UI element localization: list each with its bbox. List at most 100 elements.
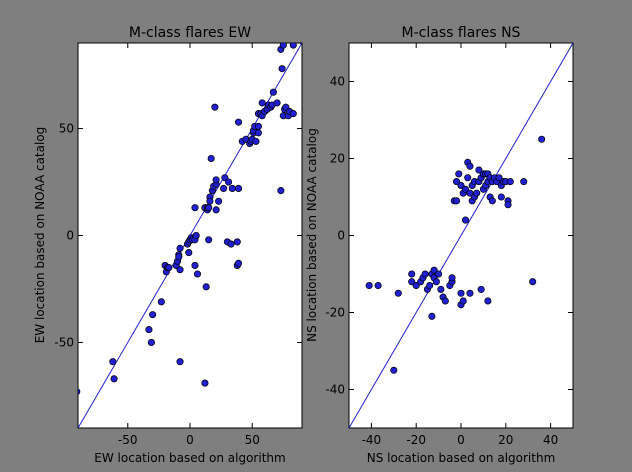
ns-y-tick-label: 40 bbox=[330, 75, 345, 89]
ew-data-point bbox=[278, 65, 286, 73]
ns-data-point bbox=[421, 270, 429, 278]
ew-data-point bbox=[205, 236, 213, 244]
ew-x-axis-label: EW location based on algorithm bbox=[94, 451, 285, 465]
ew-x-tick-label: 0 bbox=[186, 433, 194, 447]
ns-x-axis-label: NS location based on algorithm bbox=[367, 451, 556, 465]
ns-data-point bbox=[529, 278, 537, 286]
ew-data-point bbox=[227, 240, 235, 248]
ns-data-point bbox=[408, 278, 416, 286]
ns-data-point bbox=[459, 297, 467, 305]
ns-x-tick-label: 40 bbox=[543, 433, 558, 447]
ns-chart-title: M-class flares NS bbox=[402, 25, 521, 41]
ns-data-point bbox=[464, 174, 472, 182]
ns-data-point bbox=[452, 178, 461, 186]
ns-data-point bbox=[408, 270, 416, 278]
ns-data-point bbox=[435, 270, 443, 278]
ew-data-point bbox=[289, 43, 297, 49]
ns-y-tick-label: -40 bbox=[325, 383, 345, 397]
ns-x-tick-label: -40 bbox=[362, 433, 382, 447]
ew-data-point bbox=[202, 283, 210, 291]
ns-x-tick-label: 20 bbox=[498, 433, 513, 447]
ns-data-point bbox=[538, 135, 546, 143]
ew-data-point bbox=[201, 379, 209, 387]
ns-data-point bbox=[430, 266, 438, 274]
ew-data-point bbox=[234, 118, 243, 126]
ew-data-point bbox=[147, 338, 155, 346]
ns-data-point bbox=[461, 185, 470, 193]
ns-y-tick-label: 0 bbox=[337, 229, 345, 243]
ew-data-point bbox=[185, 249, 193, 257]
ew-data-point bbox=[215, 197, 223, 205]
ns-data-point bbox=[466, 162, 474, 170]
ew-chart-title: M-class flares EW bbox=[129, 25, 251, 41]
ns-data-point bbox=[506, 178, 514, 186]
ns-data-point bbox=[448, 274, 456, 282]
ew-data-point bbox=[212, 206, 220, 214]
ew-data-point bbox=[279, 43, 287, 49]
ew-data-point bbox=[109, 358, 117, 366]
ew-y-tick-label: 50 bbox=[59, 122, 74, 136]
ew-data-point bbox=[78, 388, 81, 395]
ew-x-tick-label: -50 bbox=[118, 433, 138, 447]
ew-data-point bbox=[252, 137, 260, 145]
ns-data-point bbox=[497, 193, 505, 201]
ns-data-point bbox=[452, 197, 461, 205]
ew-data-point bbox=[273, 99, 281, 107]
ew-y-tick-label: 0 bbox=[66, 229, 74, 243]
ew-data-point bbox=[258, 99, 266, 107]
ns-x-tick-label: -20 bbox=[406, 433, 426, 447]
ns-y-tick-label: -20 bbox=[325, 306, 345, 320]
ns-data-point bbox=[457, 181, 465, 190]
ew-data-point bbox=[176, 244, 184, 252]
ew-data-point bbox=[175, 253, 183, 261]
ew-data-point bbox=[110, 375, 118, 383]
ns-data-point bbox=[374, 281, 382, 290]
ew-scatter-panel: -50 0 50 -50 0 50 M-class flares EW EW locati… bbox=[33, 25, 303, 465]
ns-data-point bbox=[520, 178, 528, 186]
ew-y-tick-label: -50 bbox=[54, 335, 74, 349]
ns-data-point bbox=[412, 281, 420, 290]
ew-data-point bbox=[165, 264, 173, 272]
ns-data-point bbox=[428, 312, 436, 320]
ew-y-axis-label: EW location based on NOAA catalog bbox=[33, 127, 47, 344]
ew-data-point bbox=[206, 197, 214, 205]
ew-data-point bbox=[207, 154, 215, 163]
ns-data-point bbox=[390, 366, 398, 374]
ns-y-axis-label: NS location based on NOAA catalog bbox=[305, 128, 319, 342]
ns-data-point bbox=[484, 297, 492, 305]
ew-data-point bbox=[234, 259, 243, 267]
ns-data-point bbox=[477, 285, 485, 293]
ew-data-point bbox=[234, 184, 243, 192]
ew-x-tick-label: 50 bbox=[245, 433, 260, 447]
ns-x-tick-label: 0 bbox=[457, 433, 465, 447]
ew-data-point bbox=[192, 231, 200, 240]
ew-data-point bbox=[299, 43, 302, 45]
ew-data-point bbox=[191, 261, 199, 269]
ew-data-point bbox=[254, 129, 262, 137]
ew-data-point bbox=[191, 204, 199, 212]
ew-data-point bbox=[205, 204, 213, 212]
ew-data-point bbox=[254, 122, 262, 130]
ns-data-point bbox=[504, 201, 512, 209]
ns-data-point bbox=[473, 189, 481, 197]
ew-data-point bbox=[228, 184, 236, 192]
ns-data-point bbox=[475, 166, 483, 174]
ew-data-point bbox=[277, 187, 285, 195]
ns-data-point bbox=[426, 281, 434, 290]
ns-identity-line bbox=[349, 43, 573, 428]
ns-data-point bbox=[394, 289, 402, 297]
ns-data-point bbox=[466, 289, 474, 297]
ew-data-point bbox=[289, 110, 297, 118]
ns-data-point bbox=[457, 289, 465, 297]
ew-data-point bbox=[176, 266, 184, 274]
ns-data-point bbox=[455, 170, 463, 178]
ns-data-point bbox=[365, 281, 373, 290]
ns-data-point bbox=[488, 197, 496, 205]
ew-data-point bbox=[149, 311, 157, 319]
ns-data-point bbox=[495, 174, 503, 182]
ew-data-point bbox=[176, 358, 184, 366]
ew-data-point bbox=[193, 270, 202, 278]
ew-data-point bbox=[225, 178, 233, 186]
ns-data-point bbox=[437, 285, 445, 293]
